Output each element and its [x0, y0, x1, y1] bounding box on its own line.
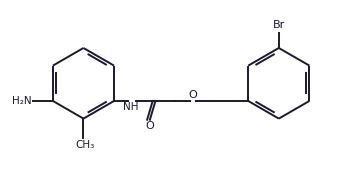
Text: NH: NH: [123, 102, 138, 112]
Text: H₂N: H₂N: [12, 96, 32, 106]
Text: O: O: [146, 121, 154, 131]
Text: CH₃: CH₃: [75, 140, 94, 150]
Text: O: O: [188, 90, 197, 100]
Text: Br: Br: [273, 20, 285, 30]
